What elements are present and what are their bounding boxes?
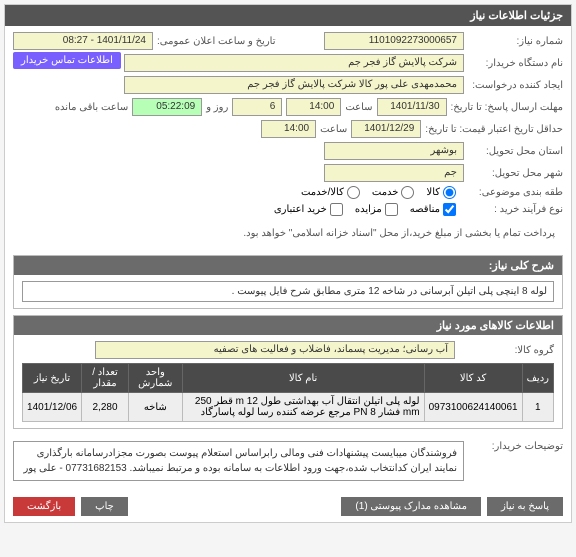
proc-auction-check[interactable] — [385, 203, 398, 216]
category-service-radio[interactable] — [401, 186, 414, 199]
announce-label: تاریخ و ساعت اعلان عمومی: — [157, 36, 276, 47]
goods-info-panel: اطلاعات کالاهای مورد نیاز گروه کالا: آب … — [13, 315, 563, 429]
days-label: روز و — [206, 102, 228, 113]
table-header-row: ردیف کد کالا نام کالا واحد شمارش تعداد /… — [23, 364, 554, 393]
buyer-notes-text: فروشندگان میبایست پیشنهادات فنی ومالی را… — [13, 441, 464, 481]
cell-unit: شاخه — [128, 393, 182, 422]
row-goods-group: گروه کالا: آب رسانی؛ مدیریت پسماند، فاضل… — [22, 341, 554, 359]
category-goods-label: کالا — [426, 187, 440, 198]
category-service-label: خدمت — [372, 187, 399, 198]
general-desc-header: شرح کلی نیاز: — [14, 256, 562, 275]
row-city: شهر محل تحویل: جم — [13, 164, 563, 182]
province-field: بوشهر — [324, 142, 464, 160]
city-label: شهر محل تحویل: — [468, 168, 563, 179]
buyer-field: شرکت پالایش گاز فجر جم — [124, 54, 464, 72]
payment-note: پرداخت تمام یا بخشی از مبلغ خرید،از محل … — [243, 228, 555, 239]
need-no-field: 1101092273000657 — [324, 32, 464, 50]
row-buyer-notes: توضیحات خریدار: فروشندگان میبایست پیشنها… — [13, 441, 563, 481]
row-province: استان محل تحویل: بوشهر — [13, 142, 563, 160]
general-desc-panel: شرح کلی نیاز: لوله 8 اینچی پلی اتیلن آبر… — [13, 255, 563, 309]
row-validity: حداقل تاریخ اعتبار قیمت: تا تاریخ: 1401/… — [13, 120, 563, 138]
category-service[interactable]: خدمت — [372, 186, 415, 199]
time-label-2: ساعت — [320, 124, 347, 135]
category-goods-service-label: کالا/خدمت — [301, 187, 344, 198]
goods-group-field: آب رسانی؛ مدیریت پسماند، فاضلاب و فعالیت… — [95, 341, 455, 359]
cell-date: 1401/12/06 — [23, 393, 82, 422]
buyer-notes-section: توضیحات خریدار: فروشندگان میبایست پیشنها… — [5, 435, 571, 491]
row-requester: ایجاد کننده درخواست: محمدمهدی علی پور کا… — [13, 76, 563, 94]
announce-field: 1401/11/24 - 08:27 — [13, 32, 153, 50]
main-panel: جزئیات اطلاعات نیاز شماره نیاز: 11010922… — [4, 4, 572, 523]
print-button[interactable]: چاپ — [81, 497, 128, 516]
goods-group-label: گروه کالا: — [459, 345, 554, 356]
validity-date-field: 1401/12/29 — [351, 120, 421, 138]
days-field: 6 — [232, 98, 282, 116]
buyer-notes-label: توضیحات خریدار: — [468, 441, 563, 452]
panel-title: جزئیات اطلاعات نیاز — [5, 5, 571, 26]
requester-label: ایجاد کننده درخواست: — [468, 80, 563, 91]
cell-code: 0973100624140061 — [424, 393, 522, 422]
deadline-time-field: 14:00 — [286, 98, 341, 116]
table-row: 1 0973100624140061 لوله پلی اتیلن انتقال… — [23, 393, 554, 422]
cell-row: 1 — [522, 393, 553, 422]
category-goods-service-radio[interactable] — [347, 186, 360, 199]
validity-label: حداقل تاریخ اعتبار قیمت: تا تاریخ: — [425, 124, 563, 135]
validity-time-field: 14:00 — [261, 120, 316, 138]
attachments-button[interactable]: مشاهده مدارک پیوستی (1) — [341, 497, 481, 516]
col-code: کد کالا — [424, 364, 522, 393]
category-goods-service[interactable]: کالا/خدمت — [301, 186, 360, 199]
proc-tender[interactable]: مناقصه — [410, 203, 456, 216]
cell-qty: 2,280 — [82, 393, 129, 422]
proc-credit[interactable]: خرید اعتباری — [274, 203, 343, 216]
col-name: نام کالا — [182, 364, 424, 393]
general-desc-text: لوله 8 اینچی پلی اتیلن آبرسانی در شاخه 1… — [22, 281, 554, 302]
proc-tender-label: مناقصه — [410, 204, 440, 215]
time-label-1: ساعت — [345, 102, 372, 113]
proc-label: نوع فرآیند خرید : — [468, 204, 563, 215]
category-label: طقه بندی موضوعی: — [468, 187, 563, 198]
requester-field: محمدمهدی علی پور کالا شرکت پالایش گاز فج… — [124, 76, 464, 94]
cell-name: لوله پلی اتیلن انتقال آب بهداشتی طول 12 … — [182, 393, 424, 422]
remain-field: 05:22:09 — [132, 98, 202, 116]
footer-buttons: پاسخ به نیاز مشاهده مدارک پیوستی (1) چاپ… — [5, 491, 571, 522]
goods-table: ردیف کد کالا نام کالا واحد شمارش تعداد /… — [22, 363, 554, 422]
col-unit: واحد شمارش — [128, 364, 182, 393]
goods-info-header: اطلاعات کالاهای مورد نیاز — [14, 316, 562, 335]
proc-auction-label: مزایده — [355, 204, 382, 215]
panel-body: شماره نیاز: 1101092273000657 تاریخ و ساع… — [5, 26, 571, 249]
city-field: جم — [324, 164, 464, 182]
col-date: تاریخ نیاز — [23, 364, 82, 393]
proc-tender-check[interactable] — [443, 203, 456, 216]
proc-credit-check[interactable] — [330, 203, 343, 216]
row-proc: نوع فرآیند خرید : مناقصه مزایده خرید اعت… — [13, 203, 563, 239]
row-need-no: شماره نیاز: 1101092273000657 تاریخ و ساع… — [13, 32, 563, 50]
general-desc-body: لوله 8 اینچی پلی اتیلن آبرسانی در شاخه 1… — [14, 275, 562, 308]
goods-info-body: گروه کالا: آب رسانی؛ مدیریت پسماند، فاضل… — [14, 335, 562, 428]
reply-button[interactable]: پاسخ به نیاز — [487, 497, 563, 516]
row-deadline: مهلت ارسال پاسخ: تا تاریخ: 1401/11/30 سا… — [13, 98, 563, 116]
row-category: طقه بندی موضوعی: کالا خدمت کالا/خدمت — [13, 186, 563, 199]
deadline-date-field: 1401/11/30 — [377, 98, 447, 116]
col-qty: تعداد / مقدار — [82, 364, 129, 393]
need-no-label: شماره نیاز: — [468, 36, 563, 47]
contact-info-button[interactable]: اطلاعات تماس خریدار — [13, 52, 121, 69]
remain-label: ساعت باقی مانده — [55, 102, 128, 113]
category-goods-radio[interactable] — [443, 186, 456, 199]
back-button[interactable]: بازگشت — [13, 497, 75, 516]
deadline-label: مهلت ارسال پاسخ: تا تاریخ: — [451, 102, 563, 113]
col-row: ردیف — [522, 364, 553, 393]
category-goods[interactable]: کالا — [426, 186, 456, 199]
province-label: استان محل تحویل: — [468, 146, 563, 157]
proc-credit-label: خرید اعتباری — [274, 204, 327, 215]
proc-auction[interactable]: مزایده — [355, 203, 398, 216]
buyer-label: نام دستگاه خریدار: — [468, 58, 563, 69]
